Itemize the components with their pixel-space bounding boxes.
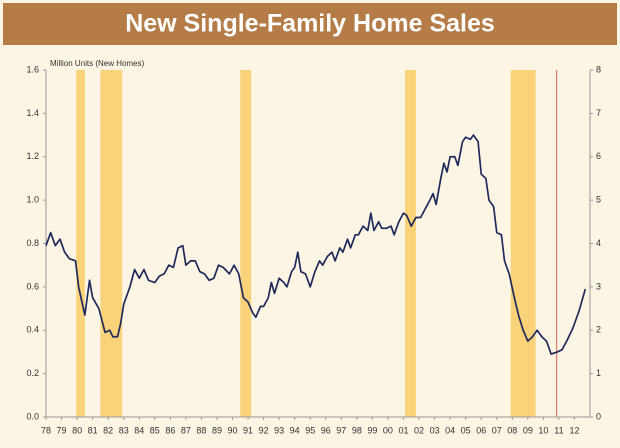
x-tick-label: 06: [476, 425, 486, 435]
x-tick-label: 80: [72, 425, 82, 435]
x-tick-label: 82: [103, 425, 113, 435]
x-tick-label: 12: [569, 425, 579, 435]
x-tick-label: 79: [57, 425, 67, 435]
chart-title: New Single-Family Home Sales: [125, 10, 495, 38]
x-tick-label: 11: [554, 425, 563, 435]
x-tick-label: 00: [383, 425, 393, 435]
x-tick-label: 86: [165, 425, 175, 435]
x-tick-label: 89: [212, 425, 222, 435]
y-tick-label: 0.0: [26, 411, 39, 421]
x-tick-label: 01: [398, 425, 408, 435]
y2-tick-label: 3: [596, 281, 601, 291]
x-tick-label: 94: [290, 425, 300, 435]
x-tick-label: 95: [305, 425, 315, 435]
y2-tick-label: 6: [596, 151, 601, 161]
y-tick-label: 1.6: [26, 64, 39, 74]
x-tick-label: 98: [352, 425, 362, 435]
x-tick-label: 08: [507, 425, 517, 435]
y-tick-label: 1.0: [26, 195, 39, 205]
y2-tick-label: 4: [596, 238, 601, 248]
x-tick-label: 09: [523, 425, 533, 435]
x-tick-label: 05: [461, 425, 471, 435]
x-tick-label: 10: [538, 425, 548, 435]
x-tick-label: 88: [196, 425, 206, 435]
x-tick-label: 96: [321, 425, 331, 435]
x-tick-label: 83: [119, 425, 129, 435]
x-tick-label: 07: [492, 425, 502, 435]
y2-tick-label: 1: [596, 368, 601, 378]
x-tick-label: 85: [150, 425, 160, 435]
y2-tick-label: 2: [596, 325, 601, 335]
recession-band: [240, 70, 252, 417]
x-tick-label: 04: [445, 425, 455, 435]
y-tick-label: 0.4: [26, 325, 39, 335]
recession-band: [76, 70, 85, 417]
x-tick-label: 87: [181, 425, 191, 435]
x-tick-label: 81: [88, 425, 98, 435]
x-tick-label: 90: [228, 425, 238, 435]
y-tick-label: 0.8: [26, 238, 39, 248]
y2-tick-label: 0: [596, 411, 601, 421]
recession-band: [100, 70, 123, 417]
y2-tick-label: 5: [596, 195, 601, 205]
y-tick-label: 0.2: [26, 368, 39, 378]
plot-area: [46, 70, 590, 417]
title-banner: [3, 3, 617, 45]
recession-band: [510, 70, 536, 417]
x-tick-label: 91: [243, 425, 253, 435]
x-tick-label: 97: [336, 425, 346, 435]
y-tick-label: 1.2: [26, 151, 39, 161]
x-tick-label: 93: [274, 425, 284, 435]
series-line: [45, 134, 587, 355]
y2-tick-label: 8: [596, 64, 601, 74]
x-tick-label: 92: [259, 425, 269, 435]
y-tick-label: 0.6: [26, 281, 39, 291]
y2-tick-label: 7: [596, 108, 601, 118]
recession-band: [405, 70, 416, 417]
y-axis-label: Million Units (New Homes): [50, 59, 145, 68]
x-tick-label: 84: [134, 425, 144, 435]
x-tick-label: 78: [41, 425, 51, 435]
x-tick-label: 03: [430, 425, 440, 435]
x-tick-label: 99: [367, 425, 377, 435]
y-tick-label: 1.4: [26, 108, 39, 118]
x-tick-label: 02: [414, 425, 424, 435]
